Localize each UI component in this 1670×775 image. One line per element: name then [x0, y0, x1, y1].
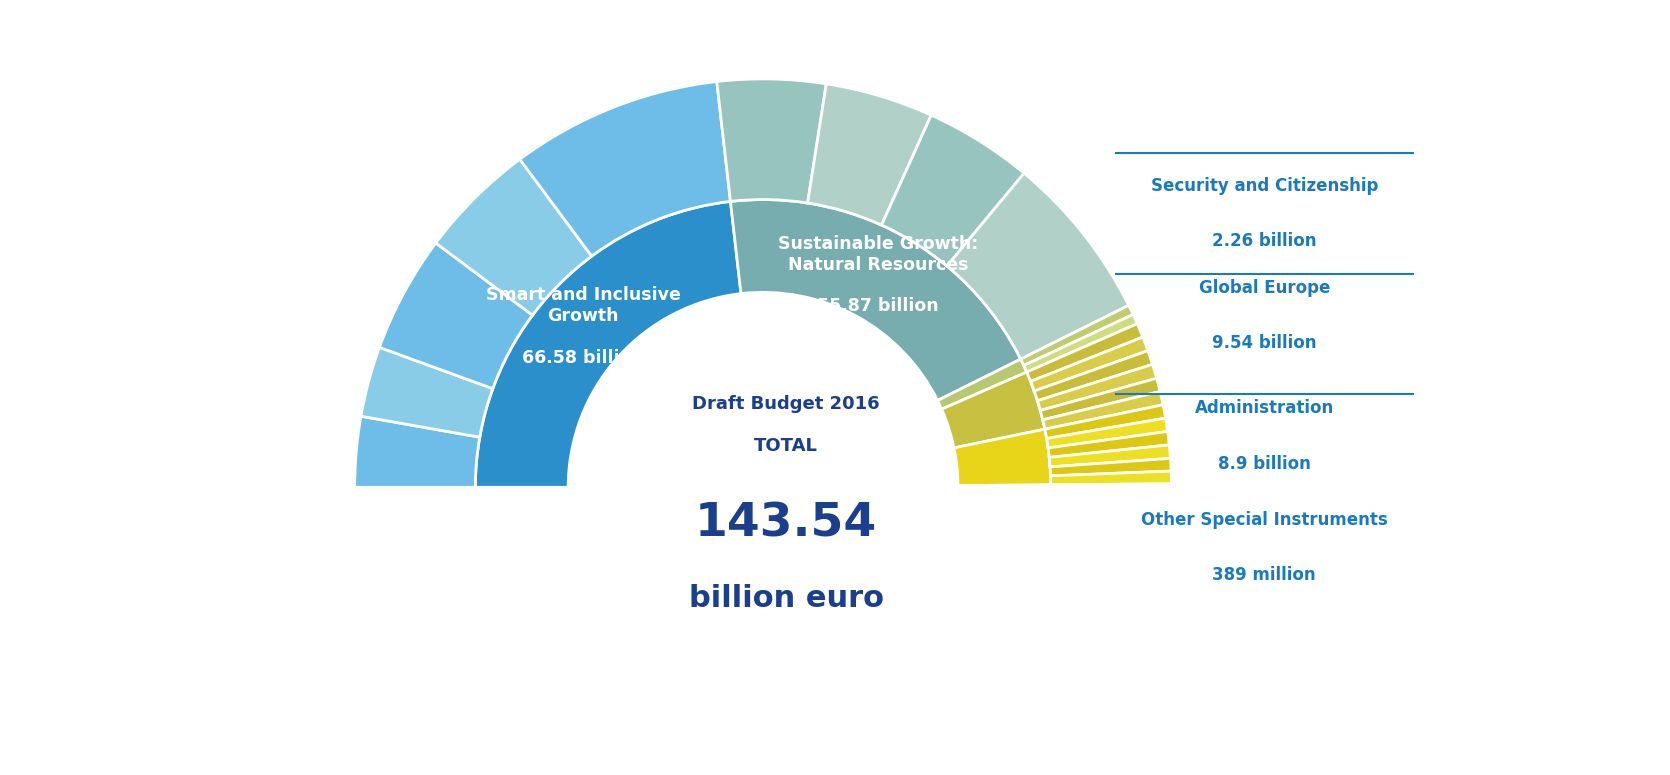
Wedge shape: [436, 160, 591, 315]
Text: Security and Citizenship: Security and Citizenship: [1151, 177, 1378, 195]
Wedge shape: [1050, 485, 1171, 487]
Wedge shape: [942, 372, 1045, 448]
Wedge shape: [954, 429, 1050, 486]
Text: Global Europe: Global Europe: [1199, 279, 1329, 297]
Wedge shape: [937, 359, 1027, 409]
Text: 2.26 billion: 2.26 billion: [1212, 232, 1316, 250]
Wedge shape: [808, 84, 932, 225]
Wedge shape: [1030, 337, 1147, 391]
Wedge shape: [519, 81, 730, 257]
Wedge shape: [1049, 445, 1171, 467]
Wedge shape: [1050, 458, 1171, 476]
Wedge shape: [1050, 484, 1171, 486]
Wedge shape: [1040, 378, 1161, 420]
Text: 9.54 billion: 9.54 billion: [1212, 335, 1316, 353]
Wedge shape: [379, 243, 533, 389]
Wedge shape: [1050, 471, 1171, 485]
Wedge shape: [361, 347, 493, 437]
Wedge shape: [1045, 405, 1166, 439]
Wedge shape: [1020, 305, 1134, 366]
Text: Administration: Administration: [1194, 399, 1334, 418]
Wedge shape: [1042, 391, 1162, 429]
Wedge shape: [1047, 418, 1167, 448]
Wedge shape: [716, 79, 827, 203]
Wedge shape: [354, 416, 479, 487]
Text: TOTAL: TOTAL: [755, 436, 818, 454]
Text: Sustainable Growth:
Natural Resources

55.87 billion: Sustainable Growth: Natural Resources 55…: [778, 235, 979, 315]
Text: Draft Budget 2016: Draft Budget 2016: [693, 394, 880, 413]
Text: Smart and Inclusive
Growth

66.58 billion: Smart and Inclusive Growth 66.58 billion: [486, 287, 680, 367]
Text: 143.54: 143.54: [695, 502, 877, 547]
Text: 389 million: 389 million: [1212, 567, 1316, 584]
Wedge shape: [882, 115, 1024, 266]
Text: Other Special Instruments: Other Special Instruments: [1141, 511, 1388, 529]
Wedge shape: [476, 202, 741, 487]
Wedge shape: [1049, 432, 1169, 457]
Wedge shape: [947, 173, 1129, 359]
Wedge shape: [1027, 324, 1142, 381]
Wedge shape: [959, 485, 1050, 487]
Wedge shape: [568, 487, 959, 683]
Text: 8.9 billion: 8.9 billion: [1217, 455, 1311, 473]
Text: billion euro: billion euro: [688, 584, 883, 613]
Wedge shape: [730, 199, 1020, 401]
Wedge shape: [1037, 364, 1157, 411]
Wedge shape: [1024, 315, 1137, 372]
Wedge shape: [1034, 350, 1152, 401]
Circle shape: [568, 292, 959, 682]
